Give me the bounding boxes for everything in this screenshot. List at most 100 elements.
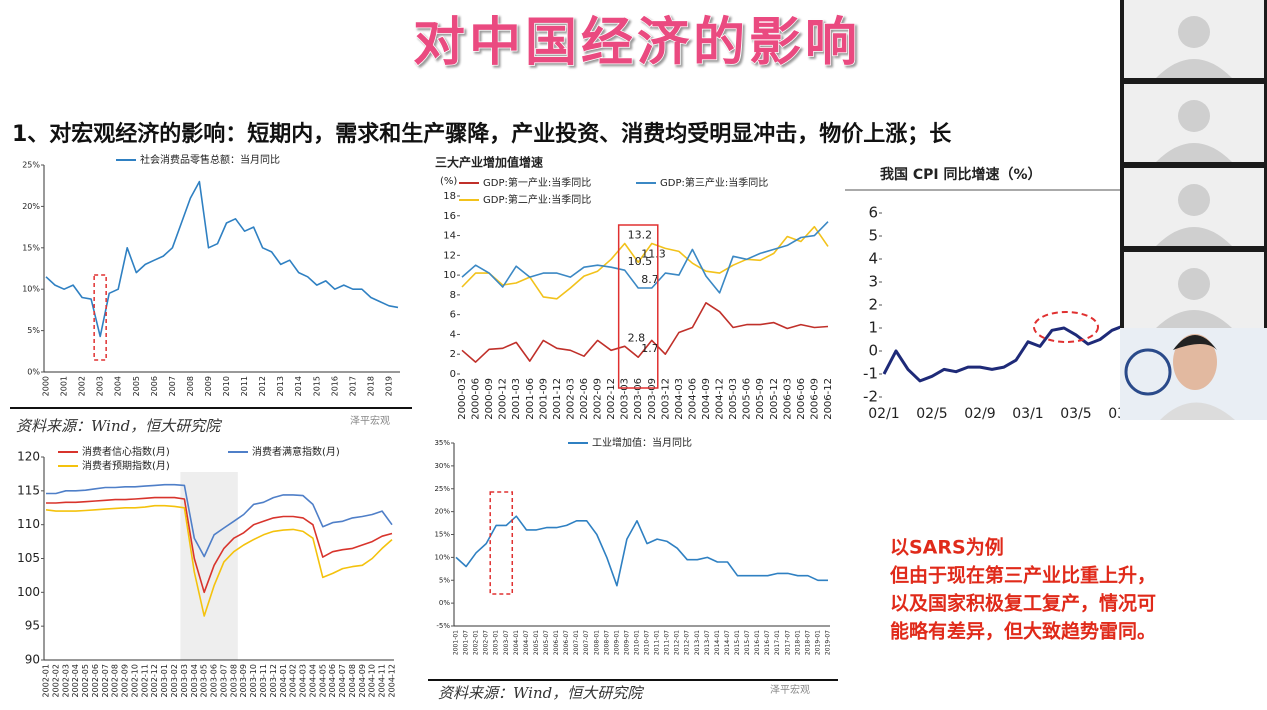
y-tick-label: 25% [22, 161, 40, 170]
series-line [461, 221, 829, 294]
y-tick-label: 10% [22, 285, 40, 294]
x-tick-label: 2018-01 [794, 630, 801, 655]
x-tick-label: 2006-06 [796, 378, 807, 420]
x-tick-label: 2004-03 [674, 378, 685, 420]
y-axis-label: (%) [440, 176, 457, 187]
x-tick-label: 2016-07 [764, 630, 771, 655]
y-tick-label: 8 [450, 290, 456, 301]
x-tick-label: 2005-07 [543, 630, 550, 655]
x-tick-label: 2016 [330, 376, 339, 396]
x-tick-label: 2003-04 [190, 664, 199, 697]
chart: 0% 5% 10% 15% 20% 25% 2000 2001 2002 2003 2004 2005… [22, 153, 400, 396]
x-tick-label: 2005-03 [728, 378, 739, 420]
x-tick-label: 2003-12 [660, 378, 671, 420]
x-tick-label: 2007-07 [583, 630, 590, 655]
x-tick-label: 2012-01 [674, 630, 681, 655]
y-tick-label: 18 [443, 191, 456, 202]
highlight-band [180, 472, 238, 660]
x-tick-label: 03/1 [1012, 406, 1043, 422]
legend-label: 消费者预期指数(月) [82, 459, 170, 472]
x-tick-label: 2003 [96, 376, 105, 396]
x-tick-label: 2004-12 [388, 664, 397, 697]
series-line [45, 180, 399, 338]
legend-label: GDP:第二产业:当季同比 [483, 193, 591, 206]
series-line [46, 496, 393, 594]
y-tick-label: 35% [434, 439, 450, 447]
legend-label: 工业增加值：当月同比 [592, 436, 692, 449]
x-tick-label: 2004-06 [328, 664, 337, 697]
x-tick-label: 2004-02 [289, 664, 298, 697]
x-tick-label: 2001-07 [463, 630, 470, 655]
x-tick-label: 2019-01 [814, 630, 821, 655]
x-tick-label: 2000-06 [471, 378, 482, 420]
x-tick-label: 2003-03 [180, 664, 189, 697]
data-label: 11.3 [641, 247, 666, 260]
x-tick-label: 2002-09 [593, 378, 604, 420]
x-tick-label: 2017-01 [774, 630, 781, 655]
y-tick-label: 12 [443, 250, 456, 261]
y-tick-label: 90 [25, 653, 40, 667]
chart: -5%0%5%10%15%20%25%30%35%2001-01 2001-07 2… [434, 436, 831, 655]
x-tick-label: 2004-09 [358, 664, 367, 697]
x-tick-label: 2002-03 [61, 664, 70, 697]
x-tick-label: 2004-04 [308, 664, 317, 697]
x-tick-label: 2009-01 [613, 630, 620, 655]
x-tick-label: 2006-09 [809, 378, 820, 420]
series-line [461, 302, 829, 363]
x-tick-label: 2004-10 [368, 664, 377, 697]
x-tick-label: 2001-06 [525, 378, 536, 420]
y-tick-label: 2 [868, 296, 878, 314]
x-tick-label: 2004 [114, 376, 123, 396]
x-tick-label: 2002-01 [473, 630, 480, 655]
y-tick-label: -2 [863, 388, 878, 406]
source-text: 资料来源：Wind，恒大研究院 [16, 417, 222, 435]
x-tick-label: 2002-07 [101, 664, 110, 697]
y-tick-label: 6 [450, 310, 456, 321]
x-tick-label: 2004-03 [299, 664, 308, 697]
x-tick-label: 03/5 [1060, 406, 1091, 422]
source-text: 资料来源：Wind，恒大研究院 [438, 684, 644, 702]
y-tick-label: 5 [868, 227, 878, 245]
x-tick-label: 2003-05 [200, 664, 209, 697]
x-tick-label: 2012-07 [684, 630, 691, 655]
y-tick-label: 2 [450, 349, 456, 360]
legend-label: GDP:第一产业:当季同比 [483, 176, 591, 189]
x-tick-label: 2003-09 [239, 664, 248, 697]
x-tick-label: 2017 [348, 376, 357, 396]
x-tick-label: 2000 [42, 376, 51, 396]
series-line [882, 324, 1125, 383]
highlight-box [617, 224, 659, 389]
chart: -2-1012345602/102/502/903/103/503/904/1我… [863, 166, 1188, 422]
x-tick-label: 2003-02 [170, 664, 179, 697]
x-tick-label: 2002-06 [91, 664, 100, 697]
x-tick-label: 2006-07 [563, 630, 570, 655]
chart: 0 2 4 6 8 10 12 14 16 18 2000-03 2000-06 2000-09 2000… [435, 155, 834, 420]
x-tick-label: 2003-01 [493, 630, 500, 655]
x-tick-label: 2009-07 [623, 630, 630, 655]
x-tick-label: 2019-07 [825, 630, 832, 655]
series-line [461, 225, 829, 300]
y-tick-label: 3 [868, 273, 878, 291]
x-tick-label: 2005-01 [533, 630, 540, 655]
y-tick-label: 5% [439, 576, 450, 584]
x-tick-label: 02/5 [916, 406, 947, 422]
y-tick-label: 5% [27, 326, 40, 335]
x-tick-label: 2001-12 [552, 378, 563, 420]
x-tick-label: 2003-11 [259, 664, 268, 697]
y-tick-label: 14 [443, 231, 456, 242]
x-tick-label: 2017-07 [784, 630, 791, 655]
y-tick-label: 95 [25, 619, 40, 633]
x-tick-label: 2002-06 [579, 378, 590, 420]
chart-title: 三大产业增加值增速 [435, 155, 543, 170]
y-tick-label: 0% [439, 599, 450, 607]
x-tick-label: 2008-07 [603, 630, 610, 655]
x-tick-label: 2003-09 [647, 378, 658, 420]
y-tick-label: 0% [27, 368, 40, 377]
x-tick-label: 2004-11 [378, 664, 387, 697]
data-label: 10.5 [628, 255, 653, 268]
highlight-box [489, 491, 514, 595]
slide-heading: 1、对宏观经济的影响：短期内，需求和生产骤降，产业投资、消费均受明显冲击，物价上… [12, 121, 952, 147]
y-tick-label: 20% [434, 508, 450, 516]
x-tick-label: 2002-12 [606, 378, 617, 420]
x-tick-label: 2002-08 [111, 664, 120, 697]
